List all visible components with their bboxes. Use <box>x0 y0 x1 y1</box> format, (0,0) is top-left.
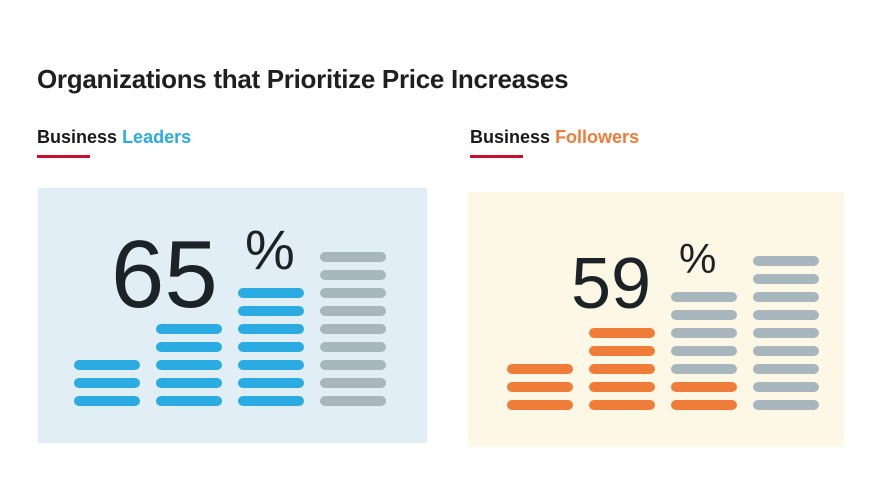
followers-stack-3-bar-4 <box>671 346 737 356</box>
leaders-stack-4-bar-5 <box>320 324 386 334</box>
leaders-underline <box>37 155 90 158</box>
leaders-heading: Business Leaders <box>37 127 191 148</box>
followers-heading-word1: Business <box>470 127 551 147</box>
followers-underline <box>470 155 523 158</box>
followers-stack-3-bar-1 <box>671 400 737 410</box>
followers-stack-1-bar-3 <box>507 364 573 374</box>
followers-stack-4-bar-2 <box>753 382 819 392</box>
leaders-stack-4-bar-2 <box>320 378 386 388</box>
followers-stack-3-bar-6 <box>671 310 737 320</box>
followers-stack-1-bar-2 <box>507 382 573 392</box>
followers-stack-4-bar-8 <box>753 274 819 284</box>
leaders-stack-2-bar-1 <box>156 396 222 406</box>
followers-stack-3-bar-2 <box>671 382 737 392</box>
followers-heading: Business Followers <box>470 127 639 148</box>
followers-bar-chart <box>507 256 819 410</box>
followers-stack-4-bar-4 <box>753 346 819 356</box>
followers-stack-4-bar-1 <box>753 400 819 410</box>
leaders-stack-3-bar-2 <box>238 378 304 388</box>
leaders-stack-1-bar-2 <box>74 378 140 388</box>
followers-stack-3-bar-5 <box>671 328 737 338</box>
leaders-stack-1-bar-3 <box>74 360 140 370</box>
leaders-stack-4-bar-4 <box>320 342 386 352</box>
leaders-stack-3-bar-4 <box>238 342 304 352</box>
leaders-stack-3-bar-6 <box>238 306 304 316</box>
leaders-stack-4-bar-8 <box>320 270 386 280</box>
leaders-stack-4-bar-3 <box>320 360 386 370</box>
leaders-stack-2-bar-2 <box>156 378 222 388</box>
leaders-bar-chart <box>74 252 386 406</box>
leaders-stack-4-bar-6 <box>320 306 386 316</box>
followers-stack-2-bar-1 <box>589 400 655 410</box>
followers-stack-4-bar-6 <box>753 310 819 320</box>
leaders-stack-3-bar-1 <box>238 396 304 406</box>
followers-value: 59 <box>571 244 652 324</box>
leaders-panel: 65 % <box>38 188 427 443</box>
followers-stack-4-bar-3 <box>753 364 819 374</box>
leaders-stack-3-bar-7 <box>238 288 304 298</box>
leaders-stack-2-bar-4 <box>156 342 222 352</box>
followers-stack-2-bar-2 <box>589 382 655 392</box>
followers-stack-3-bar-3 <box>671 364 737 374</box>
leaders-heading-word1: Business <box>37 127 118 147</box>
leaders-stack-3-bar-5 <box>238 324 304 334</box>
leaders-stack-3-bar-3 <box>238 360 304 370</box>
followers-percent-sign: % <box>679 235 717 282</box>
page-title: Organizations that Prioritize Price Incr… <box>37 64 569 94</box>
leaders-stack-4-bar-1 <box>320 396 386 406</box>
followers-heading-word2: Followers <box>555 127 640 147</box>
followers-panel: 59 % <box>468 192 844 447</box>
followers-stack-2-bar-3 <box>589 364 655 374</box>
followers-stack-2-bar-5 <box>589 328 655 338</box>
followers-stack-4-bar-7 <box>753 292 819 302</box>
leaders-stack-4-bar-9 <box>320 252 386 262</box>
followers-stack-4-bar-5 <box>753 328 819 338</box>
leaders-heading-word2: Leaders <box>122 127 192 147</box>
followers-stack-1-bar-1 <box>507 400 573 410</box>
followers-stack-3-bar-7 <box>671 292 737 302</box>
followers-stack-4-bar-9 <box>753 256 819 266</box>
leaders-percent-sign: % <box>245 218 295 281</box>
leaders-stack-2-bar-3 <box>156 360 222 370</box>
leaders-value: 65 <box>111 221 218 328</box>
leaders-stack-1-bar-1 <box>74 396 140 406</box>
leaders-stack-4-bar-7 <box>320 288 386 298</box>
leaders-stack-2-bar-5 <box>156 324 222 334</box>
followers-stack-2-bar-4 <box>589 346 655 356</box>
